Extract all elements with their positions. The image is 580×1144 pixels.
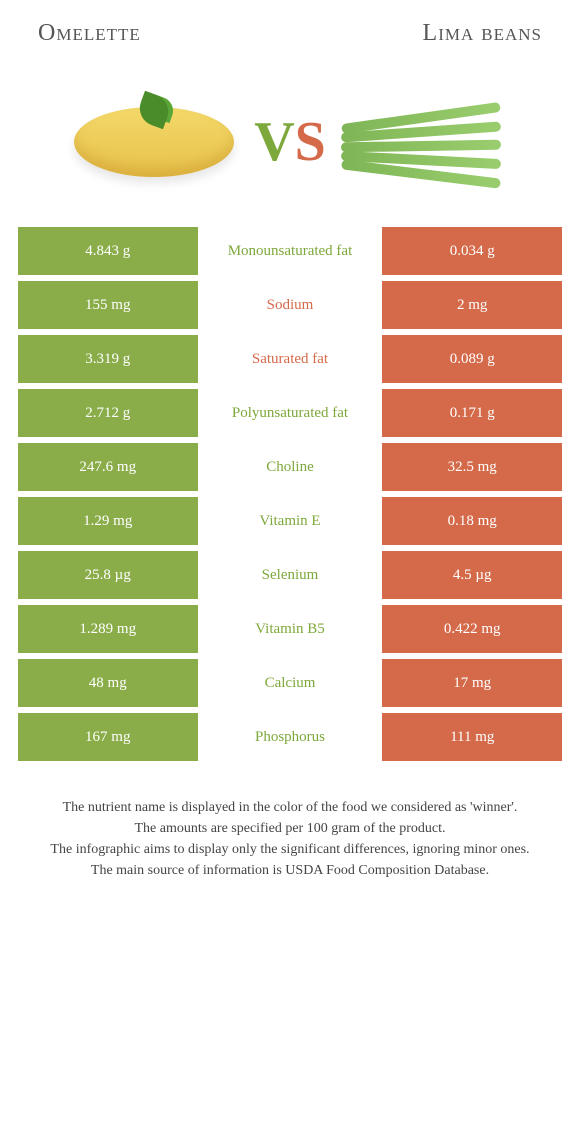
vs-hero-row: VS <box>18 87 562 197</box>
left-value-cell: 167 mg <box>18 713 198 767</box>
left-value-cell: 1.29 mg <box>18 497 198 551</box>
right-value-cell: 32.5 mg <box>382 443 562 497</box>
left-value-cell: 155 mg <box>18 281 198 335</box>
right-value-cell: 2 mg <box>382 281 562 335</box>
table-row: 4.843 gMonounsaturated fat0.034 g <box>18 227 562 281</box>
footer-notes: The nutrient name is displayed in the co… <box>18 797 562 881</box>
left-value-cell: 1.289 mg <box>18 605 198 659</box>
nutrient-label-cell: Monounsaturated fat <box>198 227 383 281</box>
nutrient-label-cell: Vitamin E <box>198 497 383 551</box>
vs-letter-v: V <box>254 111 294 173</box>
left-value-cell: 247.6 mg <box>18 443 198 497</box>
table-row: 1.289 mgVitamin B50.422 mg <box>18 605 562 659</box>
right-value-cell: 0.034 g <box>382 227 562 281</box>
table-row: 167 mgPhosphorus111 mg <box>18 713 562 767</box>
omelette-image <box>64 87 244 197</box>
left-value-cell: 48 mg <box>18 659 198 713</box>
table-row: 2.712 gPolyunsaturated fat0.171 g <box>18 389 562 443</box>
table-row: 1.29 mgVitamin E0.18 mg <box>18 497 562 551</box>
left-food-title: Omelette <box>38 20 290 47</box>
nutrient-label-cell: Choline <box>198 443 383 497</box>
right-value-cell: 0.18 mg <box>382 497 562 551</box>
nutrient-label-cell: Sodium <box>198 281 383 335</box>
right-value-cell: 111 mg <box>382 713 562 767</box>
table-row: 3.319 gSaturated fat0.089 g <box>18 335 562 389</box>
right-value-cell: 0.171 g <box>382 389 562 443</box>
header-row: Omelette Lima beans <box>18 20 562 67</box>
vs-letter-s: S <box>295 111 326 173</box>
right-value-cell: 17 mg <box>382 659 562 713</box>
left-value-cell: 3.319 g <box>18 335 198 389</box>
table-row: 25.8 µgSelenium4.5 µg <box>18 551 562 605</box>
nutrient-label-cell: Phosphorus <box>198 713 383 767</box>
nutrient-label-cell: Selenium <box>198 551 383 605</box>
right-food-title: Lima beans <box>290 20 542 47</box>
nutrient-label-cell: Polyunsaturated fat <box>198 389 383 443</box>
right-value-cell: 4.5 µg <box>382 551 562 605</box>
nutrient-label-cell: Saturated fat <box>198 335 383 389</box>
table-row: 247.6 mgCholine32.5 mg <box>18 443 562 497</box>
table-row: 155 mgSodium2 mg <box>18 281 562 335</box>
lima-beans-image <box>336 87 516 197</box>
left-value-cell: 4.843 g <box>18 227 198 281</box>
nutrient-label-cell: Calcium <box>198 659 383 713</box>
footer-line: The amounts are specified per 100 gram o… <box>22 818 558 839</box>
table-row: 48 mgCalcium17 mg <box>18 659 562 713</box>
right-value-cell: 0.089 g <box>382 335 562 389</box>
nutrient-comparison-table: 4.843 gMonounsaturated fat0.034 g155 mgS… <box>18 227 562 767</box>
left-value-cell: 2.712 g <box>18 389 198 443</box>
left-value-cell: 25.8 µg <box>18 551 198 605</box>
nutrient-label-cell: Vitamin B5 <box>198 605 383 659</box>
footer-line: The main source of information is USDA F… <box>22 860 558 881</box>
footer-line: The infographic aims to display only the… <box>22 839 558 860</box>
right-value-cell: 0.422 mg <box>382 605 562 659</box>
footer-line: The nutrient name is displayed in the co… <box>22 797 558 818</box>
vs-label: VS <box>254 114 326 170</box>
